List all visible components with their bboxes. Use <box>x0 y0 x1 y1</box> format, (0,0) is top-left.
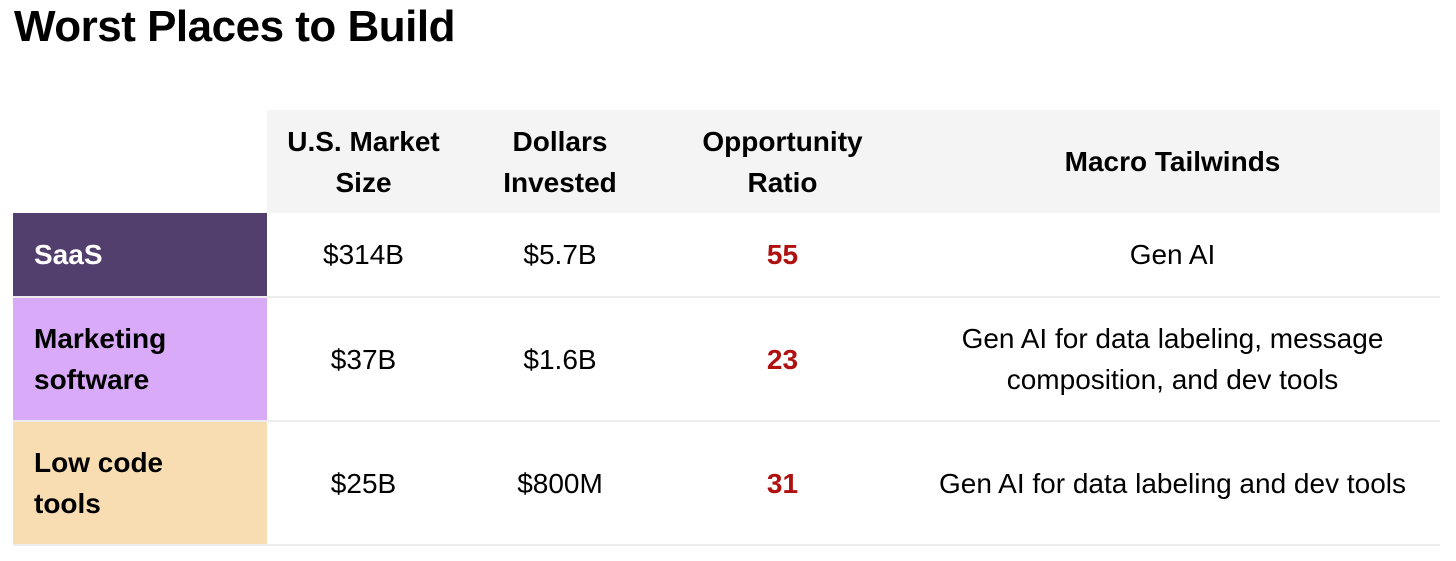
macro-tailwinds: Gen AI <box>905 213 1440 298</box>
table-row: Low code tools $25B $800M 31 Gen AI for data… <box>13 421 1440 546</box>
macro-tailwinds: Gen AI for data labeling, message compos… <box>905 297 1440 422</box>
market-size: $25B <box>267 421 460 546</box>
header-row: U.S. Market Size Dollars Invested Opport… <box>13 110 1440 213</box>
macro-tailwinds: Gen AI for data labeling and dev tools <box>905 421 1440 546</box>
market-size: $314B <box>267 213 460 298</box>
dollars-invested: $800M <box>460 421 660 546</box>
title: Worst Places to Build <box>14 2 456 51</box>
column-header: Opportunity Ratio <box>660 110 905 213</box>
dollars-invested: $1.6B <box>460 297 660 422</box>
market-size: $37B <box>267 297 460 422</box>
header-blank <box>13 110 267 213</box>
row-label: Low code tools <box>13 421 267 546</box>
table-row: SaaS $314B $5.7B 55 Gen AI <box>13 213 1440 298</box>
table: U.S. Market Size Dollars Invested Opport… <box>13 110 1440 546</box>
opportunity-ratio: 23 <box>660 297 905 422</box>
dollars-invested: $5.7B <box>460 213 660 298</box>
column-header: U.S. Market Size <box>267 110 460 213</box>
table-row: Marketing software $37B $1.6B 23 Gen AI for … <box>13 297 1440 422</box>
column-header: Macro Tailwinds <box>905 110 1440 213</box>
column-header: Dollars Invested <box>460 110 660 213</box>
table-body: SaaS $314B $5.7B 55 Gen AI Marketing software… <box>13 213 1440 546</box>
opportunity-ratio: 55 <box>660 213 905 298</box>
table-header: U.S. Market Size Dollars Invested Opport… <box>13 110 1440 213</box>
opportunity-ratio: 31 <box>660 421 905 546</box>
row-label: SaaS <box>13 213 267 298</box>
row-label: Marketing software <box>13 297 267 422</box>
